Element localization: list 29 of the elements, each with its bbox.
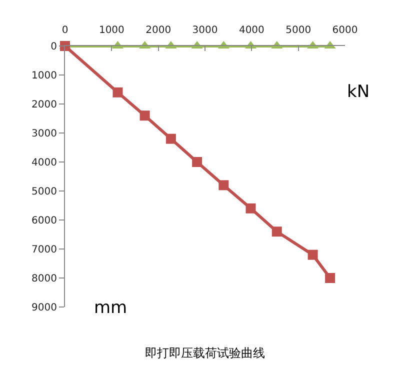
- y-tick-label: 8000: [32, 274, 57, 284]
- point: [325, 273, 336, 283]
- point: [272, 226, 282, 237]
- y-tick-label: 3000: [32, 128, 57, 140]
- x-tick-label: 2000: [146, 25, 172, 36]
- y-tick-label: 5000: [32, 186, 57, 198]
- point: [218, 180, 229, 190]
- x-tick-label: 6000: [332, 25, 358, 36]
- x-tick-label: 1000: [98, 25, 124, 36]
- y-tick-label: 4000: [32, 158, 57, 168]
- x-tick-label: 0: [62, 25, 68, 36]
- x-tick-label: 5000: [286, 25, 312, 36]
- y-tick-label: 9000: [32, 302, 57, 314]
- point: [112, 87, 123, 98]
- point: [308, 250, 318, 260]
- x-tick-label: 3000: [192, 25, 218, 36]
- point: [246, 203, 256, 214]
- y-tick-label: 6000: [32, 216, 57, 226]
- y-tick-label: 0: [50, 42, 57, 52]
- point: [192, 157, 202, 167]
- y-tick-label: 7000: [32, 244, 57, 256]
- point: [166, 134, 176, 144]
- y-tick-label: 1000: [32, 70, 57, 82]
- point: [140, 110, 150, 121]
- y-tick-label: 2000: [32, 100, 57, 110]
- text: 即打即压载荷试验曲线: [145, 346, 265, 360]
- text: kN: [347, 82, 370, 102]
- x-tick-label: 4000: [238, 25, 264, 36]
- annotation: mm: [94, 298, 128, 318]
